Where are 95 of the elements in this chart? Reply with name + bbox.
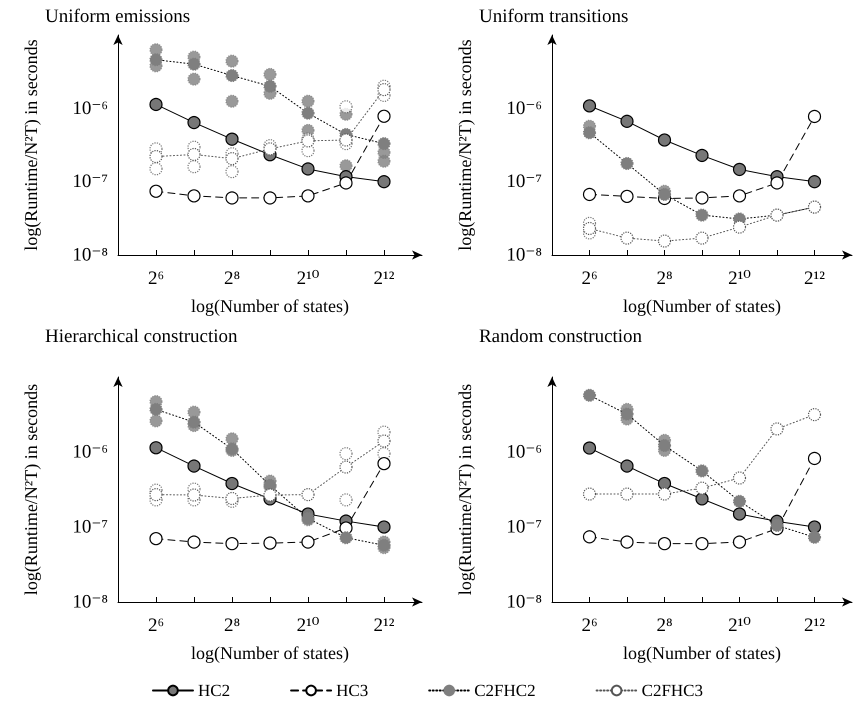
legend-label: C2FHC2 (474, 681, 536, 700)
point (732, 535, 746, 549)
point (658, 188, 672, 202)
point (695, 191, 709, 205)
x-tick-label: 2¹² (374, 615, 395, 636)
x-tick-label: 2⁶ (581, 615, 598, 636)
x-axis-title: log(Number of states) (191, 296, 349, 316)
x-axis-title: log(Number of states) (623, 643, 781, 663)
point (377, 520, 391, 534)
y-tick-label: 10⁻⁶ (72, 442, 108, 462)
x-tick-label: 2⁸ (224, 268, 240, 289)
point (263, 488, 277, 502)
point (770, 518, 784, 532)
point (658, 438, 672, 452)
y-tick-label: 10⁻⁷ (506, 171, 542, 192)
y-tick-label: 10⁻⁷ (506, 516, 542, 538)
point (732, 494, 746, 508)
point (582, 99, 596, 112)
point (658, 476, 672, 490)
point (658, 537, 672, 550)
x-tick-label: 2⁶ (148, 615, 164, 636)
point (620, 190, 634, 203)
point (695, 464, 709, 478)
point (263, 536, 277, 550)
y-axis-title: log(Runtime/N²T) in seconds (21, 384, 41, 596)
point (225, 476, 239, 490)
point (620, 114, 634, 128)
point (225, 537, 239, 550)
y-tick-label: 10⁻⁷ (72, 171, 108, 192)
point (620, 408, 634, 421)
point (695, 537, 709, 550)
x-tick-label: 2¹² (804, 268, 826, 289)
x-axis-title: log(Number of states) (623, 296, 781, 316)
point (187, 459, 201, 473)
point (808, 110, 822, 124)
point (582, 530, 596, 544)
point (732, 507, 746, 521)
point (695, 208, 709, 222)
point (620, 156, 634, 170)
point (187, 416, 201, 429)
point (582, 126, 596, 140)
point (620, 535, 634, 549)
x-tick-label: 2¹⁰ (296, 268, 320, 289)
point (770, 176, 784, 190)
y-tick-label: 10⁻⁸ (506, 244, 542, 266)
point (377, 538, 391, 552)
point (695, 148, 709, 162)
point (658, 133, 672, 147)
point (149, 532, 163, 546)
chart-title: Uniform emissions (45, 6, 190, 27)
x-tick-label: 2¹² (374, 268, 395, 289)
point (149, 441, 163, 454)
point (808, 175, 822, 188)
point (808, 452, 822, 466)
point (808, 530, 822, 544)
point (732, 189, 746, 202)
point (301, 535, 315, 549)
chart-title: Hierarchical construction (45, 326, 238, 347)
point (620, 459, 634, 473)
point (582, 188, 596, 202)
y-axis-title: log(Runtime/N²T) in seconds (21, 39, 41, 251)
point (377, 457, 391, 470)
y-tick-label: 10⁻⁶ (506, 98, 542, 119)
y-tick-label: 10⁻⁷ (72, 516, 108, 538)
legend-label: C2FHC3 (642, 681, 704, 700)
x-tick-label: 2¹⁰ (728, 268, 752, 289)
y-tick-label: 10⁻⁸ (72, 244, 108, 266)
point (582, 441, 596, 455)
legend-label: HC2 (198, 681, 230, 700)
x-tick-label: 2⁸ (224, 615, 240, 636)
x-tick-label: 2⁶ (581, 268, 598, 289)
point (149, 402, 163, 416)
x-tick-label: 2¹⁰ (728, 615, 752, 636)
x-tick-label: 2¹⁰ (296, 615, 320, 636)
point (732, 162, 746, 176)
y-axis-title: log(Runtime/N²T) in seconds (455, 39, 475, 251)
x-tick-label: 2¹² (804, 615, 826, 636)
legend-label: HC3 (336, 681, 368, 700)
y-tick-label: 10⁻⁶ (506, 442, 542, 462)
x-axis-title: log(Number of states) (191, 643, 349, 663)
y-tick-label: 10⁻⁸ (506, 592, 542, 612)
point (187, 535, 201, 549)
y-tick-label: 10⁻⁸ (72, 592, 108, 612)
x-tick-label: 2⁶ (148, 268, 164, 289)
point (695, 492, 709, 506)
point (582, 388, 596, 402)
chart-title: Uniform transitions (479, 6, 628, 27)
x-tick-label: 2⁸ (656, 268, 673, 289)
point (808, 520, 822, 534)
y-tick-label: 10⁻⁶ (72, 98, 108, 119)
chart-title: Random construction (479, 326, 643, 347)
point (339, 531, 353, 544)
x-tick-label: 2⁸ (656, 615, 673, 636)
point (732, 220, 746, 234)
y-axis-title: log(Runtime/N²T) in seconds (455, 384, 475, 596)
